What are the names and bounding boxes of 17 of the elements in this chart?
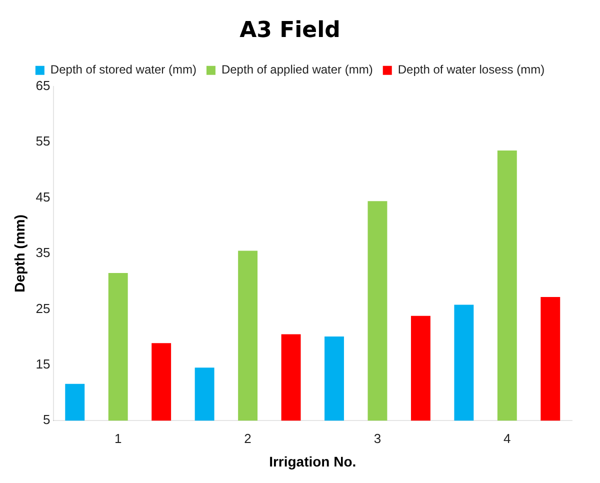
x-tick-label: 2: [244, 430, 252, 446]
chart-title: A3 Field: [240, 18, 340, 43]
y-tick-label: 5: [43, 412, 50, 428]
x-tick-label: 3: [374, 430, 382, 446]
y-tick-label: 15: [36, 356, 50, 372]
y-tick-label: 35: [36, 245, 50, 260]
y-tick-label: 45: [36, 189, 50, 204]
x-tick-label: 4: [504, 430, 511, 446]
legend-label: Depth of stored water (mm): [50, 62, 196, 77]
y-tick-label: 25: [36, 300, 50, 316]
legend-label: Depth of water losess (mm): [398, 62, 545, 77]
y-tick-label: 55: [36, 134, 50, 149]
y-axis-title: Depth (mm): [11, 214, 28, 292]
x-axis-title: Irrigation No.: [269, 453, 356, 470]
y-tick-label: 65: [36, 78, 50, 93]
legend-label: Depth of applied water (mm): [221, 62, 373, 77]
x-tick-label: 1: [114, 430, 122, 446]
